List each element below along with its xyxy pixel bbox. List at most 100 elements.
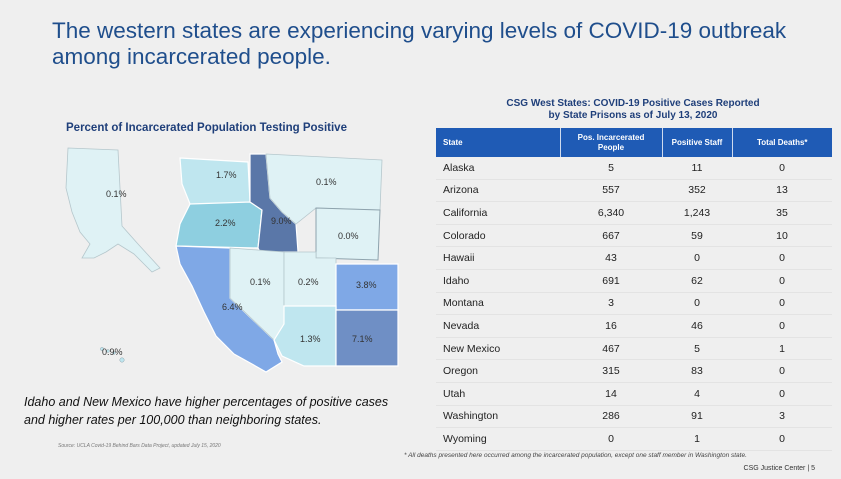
label-washington: 1.7%	[216, 170, 237, 180]
label-nevada: 0.1%	[250, 277, 271, 287]
table-row: Hawaii 43 0 0	[436, 246, 832, 270]
state-new-mexico	[335, 309, 399, 367]
label-idaho: 9.0%	[271, 216, 292, 226]
label-wyoming: 0.0%	[338, 231, 359, 241]
cell-state: Colorado	[436, 224, 560, 248]
deaths-footnote: * All deaths presented here occurred amo…	[404, 452, 747, 459]
cell-positive-staff: 46	[662, 314, 732, 338]
label-alaska: 0.1%	[106, 189, 127, 199]
slide-title: The western states are experiencing vary…	[52, 18, 787, 69]
table-title: CSG West States: COVID-19 Positive Cases…	[438, 98, 828, 122]
label-montana: 0.1%	[316, 177, 337, 187]
western-states-map: 0.1% 1.7% 0.1% 2.2% 9.0% 0.0% 0.1% 0.2% …	[65, 147, 399, 373]
table-row: Alaska 5 11 0	[436, 157, 832, 180]
cell-pos-incarcerated: 16	[560, 314, 662, 338]
source-note: Source: UCLA Covid-19 Behind Bars Data P…	[58, 443, 221, 449]
cell-pos-incarcerated: 557	[560, 179, 662, 203]
cell-state: Hawaii	[436, 246, 560, 270]
cell-pos-incarcerated: 3	[560, 292, 662, 316]
cell-pos-incarcerated: 0	[560, 427, 662, 451]
cell-pos-incarcerated: 6,340	[560, 201, 662, 225]
cell-state: Washington	[436, 405, 560, 429]
state-alaska	[65, 147, 161, 273]
cell-total-deaths: 0	[732, 246, 832, 270]
table-row: Arizona 557 352 13	[436, 179, 832, 203]
cell-positive-staff: 5	[662, 337, 732, 361]
cell-total-deaths: 10	[732, 224, 832, 248]
label-california: 6.4%	[222, 302, 243, 312]
table-title-line2: by State Prisons as of July 13, 2020	[548, 110, 718, 121]
cell-total-deaths: 0	[732, 314, 832, 338]
header-pos-incarcerated: Pos. Incarcerated People	[559, 128, 662, 157]
cell-positive-staff: 1,243	[662, 201, 732, 225]
label-colorado: 3.8%	[356, 280, 377, 290]
state-washington	[179, 157, 251, 207]
cell-total-deaths: 0	[732, 382, 832, 406]
brand-footer: CSG Justice Center | 5	[743, 465, 815, 472]
map-caption: Idaho and New Mexico have higher percent…	[24, 395, 389, 427]
cell-state: Idaho	[436, 269, 560, 293]
label-utah: 0.2%	[298, 277, 319, 287]
cell-positive-staff: 62	[662, 269, 732, 293]
cell-pos-incarcerated: 5	[560, 157, 662, 180]
cell-positive-staff: 83	[662, 359, 732, 383]
cell-total-deaths: 3	[732, 405, 832, 429]
cell-total-deaths: 0	[732, 359, 832, 383]
cell-state: Montana	[436, 292, 560, 316]
map-title: Percent of Incarcerated Population Testi…	[66, 122, 347, 134]
table-row: New Mexico 467 5 1	[436, 337, 832, 361]
cell-pos-incarcerated: 43	[560, 246, 662, 270]
cell-positive-staff: 11	[662, 157, 732, 180]
header-total-deaths: Total Deaths*	[731, 128, 832, 157]
table-row: California 6,340 1,243 35	[436, 201, 832, 225]
cell-total-deaths: 0	[732, 292, 832, 316]
table-row: Colorado 667 59 10	[436, 224, 832, 248]
cell-pos-incarcerated: 467	[560, 337, 662, 361]
cell-state: New Mexico	[436, 337, 560, 361]
header-positive-staff: Positive Staff	[661, 128, 732, 157]
cell-state: Nevada	[436, 314, 560, 338]
cell-positive-staff: 352	[662, 179, 732, 203]
table-row: Nevada 16 46 0	[436, 314, 832, 338]
label-oregon: 2.2%	[215, 218, 236, 228]
table-header-row: State Pos. Incarcerated People Positive …	[436, 128, 832, 157]
table-row: Oregon 315 83 0	[436, 359, 832, 383]
state-montana	[265, 153, 383, 225]
cell-positive-staff: 1	[662, 427, 732, 451]
table-row: Utah 14 4 0	[436, 382, 832, 406]
cell-total-deaths: 35	[732, 201, 832, 225]
cell-total-deaths: 1	[732, 337, 832, 361]
state-hawaii	[100, 347, 125, 363]
header-state: State	[436, 128, 560, 157]
state-wyoming	[315, 207, 381, 261]
cell-pos-incarcerated: 315	[560, 359, 662, 383]
covid-cases-table: State Pos. Incarcerated People Positive …	[436, 128, 832, 451]
cell-positive-staff: 0	[662, 246, 732, 270]
table-row: Wyoming 0 1 0	[436, 427, 832, 451]
cell-positive-staff: 4	[662, 382, 732, 406]
cell-positive-staff: 0	[662, 292, 732, 316]
cell-state: Arizona	[436, 179, 560, 203]
label-new-mexico: 7.1%	[352, 334, 373, 344]
cell-state: Alaska	[436, 157, 560, 180]
cell-pos-incarcerated: 14	[560, 382, 662, 406]
cell-total-deaths: 13	[732, 179, 832, 203]
cell-total-deaths: 0	[732, 427, 832, 451]
cell-state: California	[436, 201, 560, 225]
cell-positive-staff: 91	[662, 405, 732, 429]
table-row: Idaho 691 62 0	[436, 269, 832, 293]
cell-total-deaths: 0	[732, 269, 832, 293]
cell-total-deaths: 0	[732, 157, 832, 180]
cell-state: Wyoming	[436, 427, 560, 451]
cell-state: Utah	[436, 382, 560, 406]
label-hawaii: 0.9%	[102, 347, 123, 357]
table-title-line1: CSG West States: COVID-19 Positive Cases…	[506, 98, 760, 109]
label-arizona: 1.3%	[300, 334, 321, 344]
cell-pos-incarcerated: 667	[560, 224, 662, 248]
cell-pos-incarcerated: 691	[560, 269, 662, 293]
cell-positive-staff: 59	[662, 224, 732, 248]
cell-state: Oregon	[436, 359, 560, 383]
cell-pos-incarcerated: 286	[560, 405, 662, 429]
table-row: Montana 3 0 0	[436, 292, 832, 316]
table-row: Washington 286 91 3	[436, 405, 832, 429]
